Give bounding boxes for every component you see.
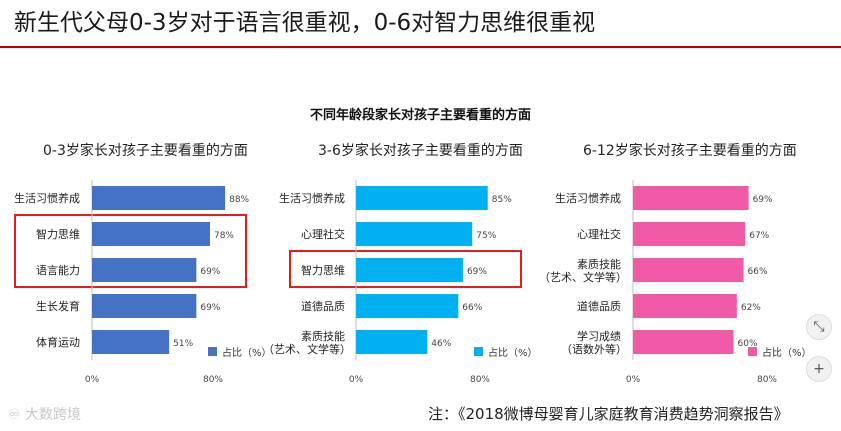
category-label-line: （语数外等）: [561, 342, 627, 356]
category-label: 体育运动: [36, 335, 80, 349]
bar: [92, 330, 170, 354]
bar: [92, 222, 210, 246]
highlight-box: [289, 250, 522, 288]
category-label: 生活习惯养成: [279, 191, 345, 205]
watermark: ♾ 大数跨境: [8, 404, 81, 424]
bar: [356, 330, 428, 354]
legend-swatch: [748, 347, 757, 356]
data-label: 67%: [749, 231, 769, 241]
tick-label: 0%: [85, 375, 100, 385]
figure-title: 不同年龄段家长对孩子主要看重的方面: [309, 108, 531, 123]
category-label: 学习成绩（语数外等）: [561, 329, 627, 356]
category-label: 素质技能（艺术、文学等）: [263, 329, 351, 356]
data-label: 69%: [753, 195, 773, 205]
chart-title-6-12: 6-12岁家长对孩子主要看重的方面: [583, 143, 797, 159]
category-label-line: 素质技能: [301, 329, 345, 343]
bar: [633, 330, 734, 354]
legend-label: 占比（%）: [762, 346, 812, 359]
category-label: 道德品质: [577, 299, 621, 313]
compress-icon[interactable]: ⤡: [806, 314, 832, 340]
bar: [633, 222, 746, 246]
bar: [356, 294, 459, 318]
data-label: 60%: [738, 339, 758, 349]
bar: [356, 222, 473, 246]
category-label: 智力思维: [301, 263, 345, 277]
title-divider: [0, 46, 841, 48]
bar: [633, 258, 744, 282]
tick-label: 80%: [203, 375, 223, 385]
bar: [92, 186, 226, 210]
footnote: 注：《2018微博母婴育儿家庭教育消费趋势洞察报告》: [428, 405, 789, 423]
category-label-line: 学习成绩: [577, 329, 621, 343]
legend-swatch: [474, 347, 483, 356]
category-label: 生活习惯养成: [14, 191, 80, 205]
data-label: 46%: [431, 339, 451, 349]
legend-label: 占比（%）: [488, 346, 538, 359]
category-label-line: 素质技能: [577, 257, 621, 271]
legend-swatch: [208, 347, 217, 356]
tick-label: 0%: [626, 375, 641, 385]
category-label-line: （艺术、文学等）: [539, 270, 627, 284]
category-label: 智力思维: [36, 227, 80, 241]
bar: [633, 294, 737, 318]
data-label: 69%: [200, 303, 220, 313]
highlight-box: [14, 214, 247, 288]
chart-title-3-6: 3-6岁家长对孩子主要看重的方面: [318, 143, 523, 159]
data-label: 66%: [748, 267, 768, 277]
data-label: 85%: [492, 195, 512, 205]
category-label: 生长发育: [36, 299, 80, 313]
bar: [356, 258, 463, 282]
category-label-line: （艺术、文学等）: [263, 342, 351, 356]
bar: [633, 186, 749, 210]
bar: [356, 186, 488, 210]
data-label: 66%: [462, 303, 482, 313]
category-label: 心理社交: [577, 227, 621, 241]
category-label: 素质技能（艺术、文学等）: [539, 257, 627, 284]
legend-label: 占比（%）: [222, 346, 272, 359]
data-label: 51%: [173, 339, 193, 349]
data-label: 75%: [476, 231, 496, 241]
bar: [92, 258, 197, 282]
watermark-text: 大数跨境: [25, 407, 82, 423]
bar: [92, 294, 197, 318]
plus-icon[interactable]: +: [806, 356, 832, 382]
data-label: 69%: [467, 267, 487, 277]
category-label: 道德品质: [301, 299, 345, 313]
tick-label: 80%: [757, 375, 777, 385]
category-label: 心理社交: [301, 227, 345, 241]
category-label: 语言能力: [36, 263, 80, 277]
tick-label: 0%: [349, 375, 364, 385]
tick-label: 80%: [470, 375, 490, 385]
category-label: 生活习惯养成: [555, 191, 621, 205]
watermark-logo-icon: ♾: [8, 407, 21, 423]
chart-title-0-3: 0-3岁家长对孩子主要看重的方面: [43, 143, 248, 159]
page-title: 新生代父母0-3岁对于语言很重视，0-6对智力思维很重视: [14, 10, 596, 36]
data-label: 69%: [200, 267, 220, 277]
data-label: 62%: [741, 303, 761, 313]
data-label: 88%: [229, 195, 249, 205]
data-label: 78%: [214, 231, 234, 241]
